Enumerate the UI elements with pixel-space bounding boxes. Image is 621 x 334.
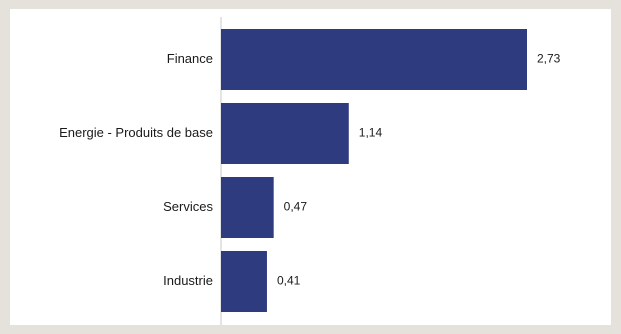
bars-layer: Finance 2,73 Energie - Produits de base 1,1… [59,29,561,312]
category-label-0: Finance [167,51,213,66]
bar-3 [221,251,267,312]
value-label-2: 0,47 [284,200,308,214]
bar-chart: Finance 2,73 Energie - Produits de base 1,1… [59,17,561,325]
category-label-1: Energie - Produits de base [59,125,213,140]
bar-2 [221,177,274,238]
bar-0 [221,29,527,90]
value-label-3: 0,41 [277,274,301,288]
chart-card: Finance 2,73 Energie - Produits de base 1,1… [10,9,611,325]
value-label-0: 2,73 [537,52,561,66]
category-label-3: Industrie [163,273,213,288]
value-label-1: 1,14 [359,126,383,140]
category-label-2: Services [163,199,213,214]
bar-1 [221,103,349,164]
